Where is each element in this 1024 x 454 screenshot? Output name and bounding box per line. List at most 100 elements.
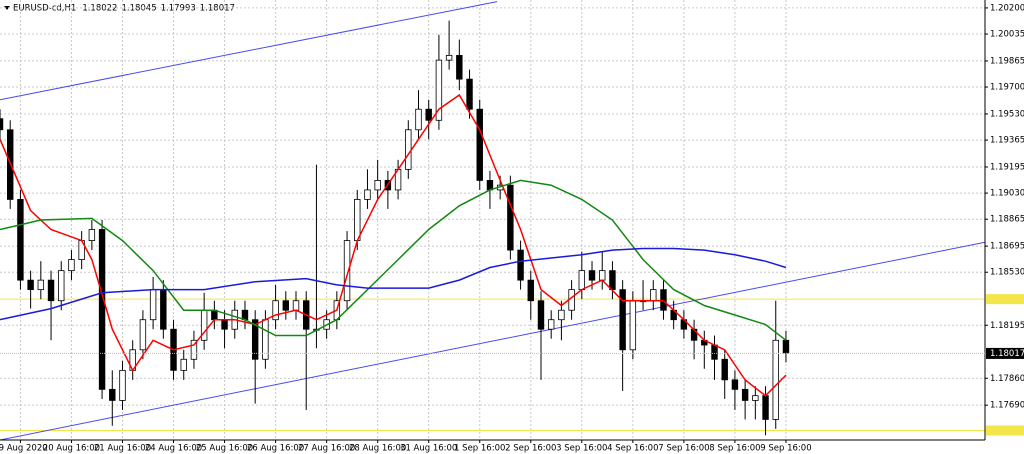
candle-body bbox=[588, 270, 596, 281]
trend-line bbox=[0, 241, 986, 441]
header-value: 1.18022 bbox=[82, 4, 117, 14]
y-tick-label: 1.19865 bbox=[990, 56, 1024, 66]
y-tick-label: 1.18695 bbox=[990, 242, 1024, 252]
candle-body bbox=[517, 249, 524, 281]
candle-body bbox=[58, 270, 65, 302]
candle-body bbox=[558, 309, 565, 321]
y-tick-label: 1.19365 bbox=[990, 136, 1024, 146]
y-tick-label: 1.17860 bbox=[990, 374, 1024, 384]
x-tick-label: 31 Aug 16:00 bbox=[400, 444, 457, 454]
candle-body bbox=[272, 300, 279, 321]
candle-body bbox=[68, 259, 75, 272]
candle-body bbox=[762, 395, 769, 420]
moving-average bbox=[0, 93, 787, 397]
candle-body bbox=[772, 339, 779, 420]
moving-average bbox=[0, 179, 787, 341]
candle-body bbox=[364, 189, 371, 200]
candle-body bbox=[98, 229, 106, 390]
header-value: 1.18017 bbox=[200, 4, 235, 14]
last-price-box bbox=[986, 347, 1024, 359]
moving-average bbox=[0, 247, 787, 321]
candle-body bbox=[251, 319, 259, 360]
candle-body bbox=[292, 300, 300, 311]
candle-body bbox=[0, 118, 4, 131]
candle-body bbox=[17, 199, 24, 281]
candle-body bbox=[221, 319, 228, 330]
candle-body bbox=[139, 319, 147, 351]
candle-body bbox=[547, 319, 555, 330]
x-tick-label: 25 Aug 16:00 bbox=[196, 444, 253, 454]
candle-body bbox=[425, 108, 432, 121]
x-tick-label: 24 Aug 16:00 bbox=[145, 444, 202, 454]
y-tick-label: 1.20200 bbox=[990, 3, 1024, 13]
candle-body bbox=[37, 279, 45, 291]
y-tick-label: 1.19030 bbox=[990, 189, 1024, 199]
candle-body bbox=[27, 279, 34, 291]
candle-body bbox=[211, 309, 218, 321]
x-tick-label: 28 Aug 16:00 bbox=[349, 444, 406, 454]
candle-body bbox=[405, 129, 412, 170]
y-tick-label: 1.18865 bbox=[990, 215, 1024, 225]
candle-body bbox=[476, 108, 483, 181]
candle-body bbox=[609, 270, 616, 291]
candle-body bbox=[619, 289, 626, 351]
candle-body bbox=[629, 300, 637, 351]
y-tick-label: 1.17690 bbox=[990, 401, 1024, 411]
candle-body bbox=[741, 388, 749, 401]
candle-body bbox=[752, 395, 759, 401]
candle-body bbox=[711, 344, 718, 360]
x-tick-label: 8 Sep 16:00 bbox=[709, 444, 760, 454]
x-tick-label: 1 Sep 16:00 bbox=[454, 444, 505, 454]
candle-body bbox=[374, 180, 381, 191]
x-tick-label: 27 Aug 16:00 bbox=[298, 444, 355, 454]
y-tick-label: 1.20035 bbox=[990, 30, 1024, 40]
y-tick-label: 1.19195 bbox=[990, 162, 1024, 172]
candle-body bbox=[119, 369, 126, 401]
candle-body bbox=[343, 240, 351, 302]
candle-body bbox=[466, 78, 473, 110]
last-price-label: 1.18017 bbox=[990, 349, 1024, 359]
candle-body bbox=[660, 289, 667, 311]
candle-body bbox=[354, 199, 361, 241]
candle-body bbox=[578, 270, 586, 291]
collapse-arrow[interactable] bbox=[4, 6, 10, 10]
candle-body bbox=[721, 358, 728, 381]
x-tick-label: 9 Sep 16:00 bbox=[760, 444, 811, 454]
candle-body bbox=[88, 229, 96, 241]
x-tick-label: 3 Sep 16:00 bbox=[556, 444, 607, 454]
candle-body bbox=[190, 339, 198, 360]
price-level-marker bbox=[986, 294, 1024, 305]
x-tick-label: 7 Sep 16:00 bbox=[658, 444, 709, 454]
candle-body bbox=[262, 319, 269, 360]
candle-body bbox=[160, 289, 167, 330]
candle-body bbox=[241, 309, 249, 321]
x-tick-label: 20 Aug 16:00 bbox=[43, 444, 100, 454]
candle-body bbox=[445, 54, 453, 61]
candle-body bbox=[47, 279, 55, 302]
x-tick-label: 19 Aug 2020 bbox=[0, 444, 48, 454]
candle-body bbox=[149, 289, 157, 321]
x-tick-label: 2 Sep 16:00 bbox=[505, 444, 556, 454]
x-tick-label: 21 Aug 16:00 bbox=[94, 444, 151, 454]
candle-body bbox=[527, 279, 534, 302]
y-tick-label: 1.19700 bbox=[990, 83, 1024, 93]
price-level-marker bbox=[986, 425, 1024, 436]
trend-line bbox=[0, 1, 498, 101]
candle-body bbox=[435, 59, 443, 121]
header-value: 1.17993 bbox=[161, 4, 196, 14]
candle-body bbox=[415, 108, 422, 131]
y-tick-label: 1.19530 bbox=[990, 109, 1024, 119]
candle-body bbox=[537, 300, 545, 330]
candle-body bbox=[650, 289, 657, 302]
x-tick-label: 4 Sep 16:00 bbox=[607, 444, 658, 454]
candle-body bbox=[282, 300, 290, 311]
candle-body bbox=[731, 379, 739, 390]
header-value: 1.18045 bbox=[121, 4, 156, 14]
candle-body bbox=[180, 358, 187, 371]
y-tick-label: 1.18195 bbox=[990, 321, 1024, 331]
y-tick-label: 1.18530 bbox=[990, 268, 1024, 278]
chart-title: EURUSD-cd,H1 bbox=[13, 4, 76, 14]
candle-body bbox=[456, 54, 463, 80]
